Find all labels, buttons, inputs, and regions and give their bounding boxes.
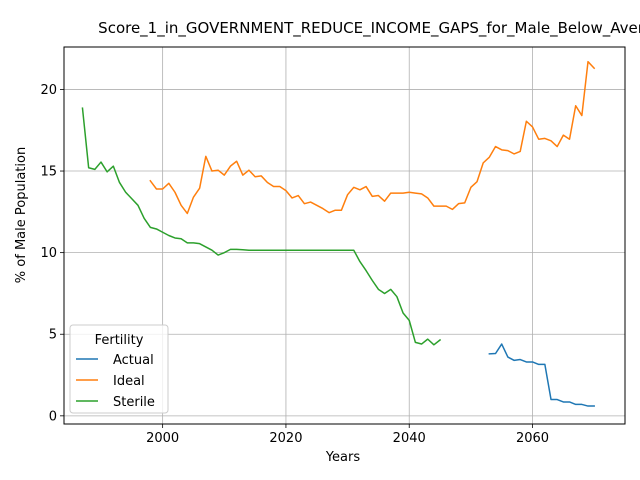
y-tick-label: 20	[40, 83, 57, 98]
legend-title: Fertility	[95, 333, 144, 348]
legend-box	[69, 324, 169, 414]
axis-ticks: 2000 2020 2040 2060 0 5 10 15 20	[40, 83, 549, 446]
y-tick-label: 15	[40, 165, 57, 180]
series-group	[81, 60, 596, 407]
legend-label-sterile: Sterile	[113, 395, 155, 410]
legend-label-ideal: Ideal	[113, 374, 145, 389]
legend-label-actual: Actual	[113, 353, 154, 368]
x-tick-label: 2020	[269, 431, 302, 446]
x-tick-label: 2060	[516, 431, 549, 446]
x-tick-label: 2040	[393, 431, 426, 446]
series-line-sterile	[81, 107, 442, 346]
grid-lines	[64, 47, 625, 424]
legend-items: Actual Ideal Sterile	[76, 353, 155, 410]
plot-frame	[63, 46, 626, 425]
series-line-actual	[488, 343, 595, 407]
y-tick-label: 10	[40, 246, 57, 261]
legend: Fertility Actual Ideal Sterile	[69, 324, 169, 414]
x-tick-label: 2000	[146, 431, 179, 446]
chart-title: Score_1_in_GOVERNMENT_REDUCE_INCOME_GAPS…	[98, 19, 640, 38]
y-axis-title: % of Male Population	[14, 147, 29, 283]
x-axis-title: Years	[325, 450, 361, 465]
y-tick-label: 0	[49, 409, 57, 424]
y-tick-label: 5	[49, 328, 57, 343]
series-line-ideal	[149, 60, 596, 215]
